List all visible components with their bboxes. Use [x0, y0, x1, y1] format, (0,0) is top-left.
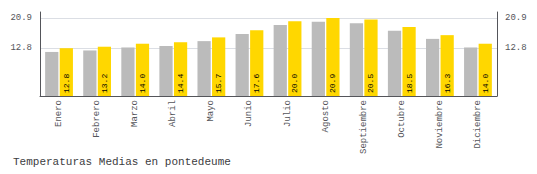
svg-text:Febrero: Febrero — [92, 100, 102, 138]
svg-text:Abril: Abril — [168, 100, 178, 127]
svg-text:12.8: 12.8 — [62, 74, 71, 93]
svg-text:Mayo: Mayo — [206, 100, 216, 122]
svg-text:Agosto: Agosto — [321, 100, 331, 132]
svg-text:14.0: 14.0 — [138, 74, 147, 93]
svg-text:12.8: 12.8 — [10, 43, 32, 53]
svg-text:18.5: 18.5 — [405, 74, 414, 93]
svg-text:Octubre: Octubre — [397, 100, 407, 138]
svg-text:20.0: 20.0 — [290, 74, 299, 93]
svg-text:12.8: 12.8 — [505, 43, 527, 53]
svg-text:Diciembre: Diciembre — [473, 100, 483, 149]
svg-text:20.9: 20.9 — [505, 13, 527, 23]
svg-text:Septiembre: Septiembre — [359, 100, 369, 154]
svg-text:Enero: Enero — [54, 100, 64, 127]
svg-text:20.5: 20.5 — [366, 74, 375, 93]
svg-text:Julio: Julio — [283, 100, 293, 127]
svg-text:Temperaturas Medias en pontede: Temperaturas Medias en pontedeume — [13, 156, 231, 168]
svg-text:Junio: Junio — [244, 100, 254, 127]
svg-text:16.3: 16.3 — [443, 74, 452, 93]
svg-text:17.6: 17.6 — [252, 74, 261, 93]
svg-text:20.9: 20.9 — [328, 74, 337, 93]
svg-text:15.7: 15.7 — [214, 74, 223, 93]
svg-text:13.2: 13.2 — [100, 74, 109, 93]
svg-text:Marzo: Marzo — [130, 100, 140, 127]
svg-text:14.0: 14.0 — [481, 74, 490, 93]
svg-text:14.4: 14.4 — [176, 74, 185, 93]
svg-text:Noviembre: Noviembre — [435, 100, 445, 149]
svg-text:20.9: 20.9 — [10, 13, 32, 23]
